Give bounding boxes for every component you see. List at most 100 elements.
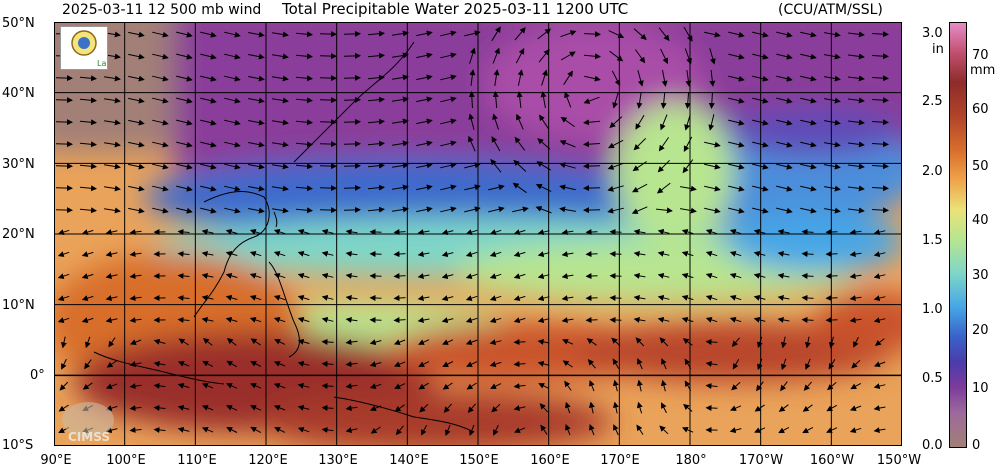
wind-arrow [225,294,238,301]
wind-arrow [297,360,310,367]
wind-arrow [177,361,190,367]
wind-arrow [728,119,745,126]
wind-arrow [393,273,406,280]
wind-arrow [367,96,385,103]
wind-arrow [559,184,576,191]
wind-arrow [129,405,142,412]
lon-label-130e: 130°E [318,453,358,468]
wind-arrow [200,207,217,214]
wind-arrow [226,405,238,411]
wind-arrow [709,70,716,87]
wind-arrow [464,162,481,169]
wind-arrow [871,31,889,38]
wind-arrow [515,48,525,64]
wind-arrow [392,52,409,59]
wind-arrow [249,295,262,301]
wind-arrow [754,427,766,433]
wind-arrow [537,229,550,236]
lon-label-160e: 160°E [530,453,570,468]
wind-arrow [681,427,694,433]
colorbar-mm-label-20: 20 [972,323,989,338]
wind-arrow [607,185,624,192]
wind-arrow [272,53,289,60]
wind-arrow [248,53,265,60]
wind-arrow [609,116,623,129]
wind-arrow [635,114,645,130]
wind-arrow [752,75,769,82]
wind-arrow [632,161,647,172]
wind-arrow [609,228,622,235]
wind-arrow [540,424,548,435]
wind-arrow [177,272,190,279]
wind-arrow [658,137,670,152]
wind-arrow [417,251,430,258]
wind-arrow [849,295,862,302]
wind-arrow [295,31,313,38]
wind-arrow [729,229,742,235]
wind-arrow [513,159,527,172]
wind-arrow [343,118,361,125]
wind-arrow [561,251,574,258]
wind-arrow [416,206,433,213]
wind-arrow [873,361,886,367]
wind-arrow [708,91,715,109]
lon-label-180: 180° [675,453,707,468]
wind-arrow [225,316,238,323]
wind-arrow [704,31,721,38]
wind-arrow [491,136,501,152]
wind-arrow [752,119,769,126]
wind-arrow [440,184,457,191]
wind-arrow [824,75,841,82]
wind-arrow [128,75,145,82]
wind-arrow [728,185,745,192]
wind-arrow [201,228,214,235]
wind-arrow [272,75,289,82]
wind-arrow [871,119,889,126]
wind-arrow [200,163,217,170]
wind-arrow [777,272,790,279]
wind-arrow [752,163,769,170]
wind-arrow [873,229,886,236]
wind-arrow [848,31,865,38]
colorbar-in-label-0-0: 0.0 [922,438,943,453]
wind-arrow [824,185,841,192]
wind-arrow [849,405,862,411]
wind-arrow [805,358,811,370]
wind-arrow [776,97,793,104]
wind-arrow [273,317,286,323]
wind-arrow [153,360,166,367]
wind-arrow [705,338,718,345]
colorbar-in-unit: in [932,42,944,57]
wind-arrow [153,404,166,411]
wind-arrow [731,381,741,391]
wind-arrow [586,338,597,346]
wind-arrow [441,229,454,236]
wind-arrow [79,163,97,170]
wind-arrow [685,70,692,87]
wind-arrow [297,316,310,323]
wind-arrow [489,273,502,279]
wind-arrow [343,30,361,37]
wind-arrow [563,70,573,85]
wind-arrow [562,339,574,345]
wind-arrow [587,359,596,369]
wind-arrow [274,427,286,433]
wind-arrow [851,359,861,369]
wind-arrow [561,273,574,280]
wind-arrow [200,53,217,60]
wind-arrow [609,50,624,62]
wind-arrow [660,91,667,109]
wind-arrow [394,383,406,389]
wind-arrow [345,427,358,434]
wind-arrow [824,141,841,148]
wind-arrow [106,360,117,368]
wind-arrow [800,185,817,192]
wind-arrow [657,294,670,301]
wind-arrow [589,379,595,392]
wind-arrow [513,339,526,346]
wind-arrow [104,163,121,170]
wind-arrow [248,75,265,82]
wind-arrow [777,250,790,257]
wind-arrow [871,97,889,104]
wind-arrow [801,272,814,279]
